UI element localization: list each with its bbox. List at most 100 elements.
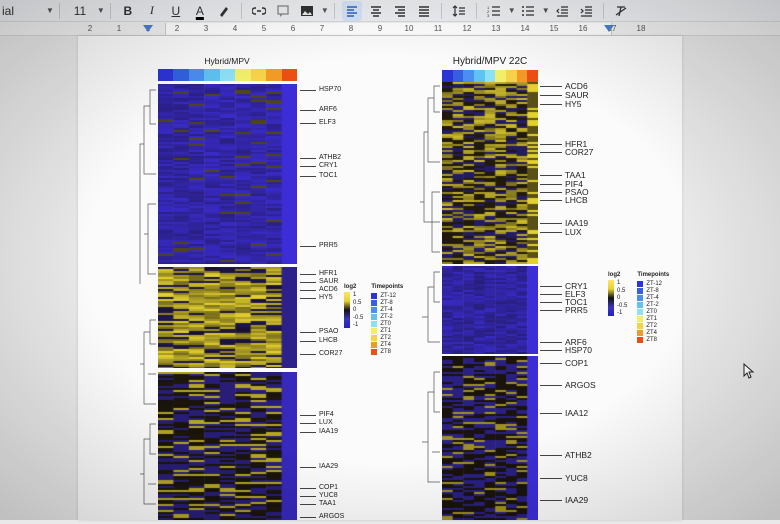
underline-icon: U (171, 3, 181, 18)
left-tp-title: Timepoints (371, 284, 404, 290)
timepoint-legend-swatch (371, 320, 378, 327)
image-chevron-down-icon[interactable]: ▼ (320, 6, 329, 15)
right-timepoint-bar (442, 70, 539, 82)
gene-leader-line (540, 500, 562, 501)
gene-label: YUC8 (319, 492, 338, 499)
decrease-indent-button[interactable] (552, 1, 572, 21)
align-right-button[interactable] (390, 1, 410, 21)
timepoint-legend-swatch (371, 334, 378, 341)
timepoint-legend-label: ZT2 (646, 322, 658, 329)
timepoint-swatch (495, 70, 507, 82)
toolbar-divider (440, 2, 442, 19)
insert-image-button[interactable] (297, 1, 317, 21)
font-name-select[interactable]: ial (2, 1, 42, 21)
gene-leader-line (300, 274, 316, 275)
left-colorbar-ticks: 1 0.5 0 -0.5 -1 (353, 292, 363, 328)
timepoint-legend-item: ZT-12 (371, 292, 403, 299)
timepoint-legend-swatch (637, 315, 644, 322)
gene-leader-line (540, 294, 562, 295)
bold-icon: B (123, 3, 133, 18)
gene-label: TOC1 (565, 297, 588, 307)
align-justify-button[interactable] (414, 1, 434, 21)
right-legend: log2 1 0.5 0 -0.5 -1 Timepoints ZT-12 ZT-8 ZT-… (608, 272, 669, 343)
timepoint-legend-swatch (371, 348, 378, 355)
gene-label: ELF3 (565, 289, 586, 299)
timepoint-legend-item: ZT-2 (371, 313, 403, 320)
document-page[interactable]: Hybrid/MPV HSP70 ARF6 ELF3 ATHB2 CRY1 TOC1 PRR… (78, 36, 682, 520)
timepoint-swatch (463, 70, 475, 82)
gene-leader-line (300, 332, 316, 333)
left-colorbar (344, 292, 350, 328)
text-color-button[interactable]: A (190, 1, 210, 21)
timepoint-legend-swatch (371, 341, 378, 348)
timepoint-legend-swatch (371, 313, 378, 320)
gene-label: TAA1 (319, 500, 336, 507)
timepoint-legend-item: ZT-12 (637, 280, 669, 287)
toolbar-divider (240, 2, 242, 19)
numbered-list-chevron-down-icon[interactable]: ▼ (507, 6, 516, 15)
timepoint-legend-label: ZT0 (380, 320, 392, 327)
ruler-number: 18 (636, 24, 646, 33)
timepoint-legend-label: ZT0 (646, 308, 658, 315)
right-indent-marker-icon[interactable] (604, 25, 614, 32)
timepoint-legend-label: ZT8 (646, 336, 658, 343)
toolbar-divider (602, 2, 604, 19)
colorbar-tick-label: 0 (353, 307, 357, 313)
increase-indent-button[interactable] (576, 1, 596, 21)
gene-leader-line (300, 488, 316, 489)
timepoint-swatch (484, 70, 496, 82)
text-color-icon: A (195, 3, 204, 18)
timepoint-legend-item: ZT4 (637, 329, 669, 336)
underline-button[interactable]: U (166, 1, 186, 21)
gene-label: PRR5 (319, 242, 338, 249)
comment-button[interactable] (273, 1, 293, 21)
timepoint-legend-swatch (637, 336, 644, 343)
gene-label: CRY1 (319, 162, 338, 169)
font-name-chevron-down-icon[interactable]: ▼ (46, 6, 54, 15)
left-indent-marker-icon[interactable] (143, 25, 153, 32)
italic-button[interactable]: I (142, 1, 162, 21)
gene-leader-line (540, 385, 562, 386)
gene-leader-line (300, 282, 316, 283)
bulleted-list-button[interactable] (518, 1, 538, 21)
font-size-select[interactable]: 11 (67, 1, 93, 21)
gene-leader-line (300, 290, 316, 291)
bold-button[interactable]: B (118, 1, 138, 21)
left-timepoint-bar (158, 69, 297, 81)
colorbar-tick-label: 0 (617, 295, 621, 301)
clear-formatting-button[interactable] (611, 1, 631, 21)
right-heatmap-title: Hybrid/MPV 22C (452, 56, 528, 67)
gene-label: ARF6 (319, 106, 337, 113)
gene-label: PSAO (319, 328, 339, 335)
gene-label: COR27 (319, 350, 343, 357)
gene-label: IAA19 (319, 428, 339, 435)
gene-label: IAA29 (319, 463, 339, 470)
align-left-button[interactable] (341, 0, 362, 21)
ruler-number: 1 (116, 24, 122, 33)
gene-label: HY5 (565, 99, 582, 109)
bulleted-list-chevron-down-icon[interactable]: ▼ (541, 6, 550, 15)
timepoint-legend-item: ZT-8 (371, 299, 403, 306)
ruler-number: 10 (404, 24, 414, 33)
highlight-button[interactable] (214, 1, 234, 21)
timepoint-swatch (219, 69, 236, 81)
gene-label: LUX (319, 419, 333, 426)
gene-leader-line (540, 478, 562, 479)
gene-label: ARF6 (565, 337, 587, 347)
ruler-number: 11 (433, 24, 443, 33)
gene-leader-line (540, 223, 562, 224)
gene-label: PSAO (565, 187, 589, 197)
line-spacing-button[interactable] (449, 1, 469, 21)
horizontal-ruler[interactable]: 2 1 1 2 3 4 5 6 7 8 9 10 11 12 13 14 15 16 17 18 (0, 22, 780, 36)
timepoint-legend-label: ZT1 (646, 315, 658, 322)
timepoint-legend-swatch (637, 294, 644, 301)
timepoint-swatch (527, 70, 539, 82)
ruler-number: 7 (319, 24, 325, 33)
font-size-chevron-down-icon[interactable]: ▼ (96, 6, 105, 15)
gene-leader-line (300, 246, 316, 247)
align-center-button[interactable] (366, 1, 386, 21)
link-button[interactable] (249, 1, 269, 21)
timepoint-legend-label: ZT8 (380, 348, 392, 355)
